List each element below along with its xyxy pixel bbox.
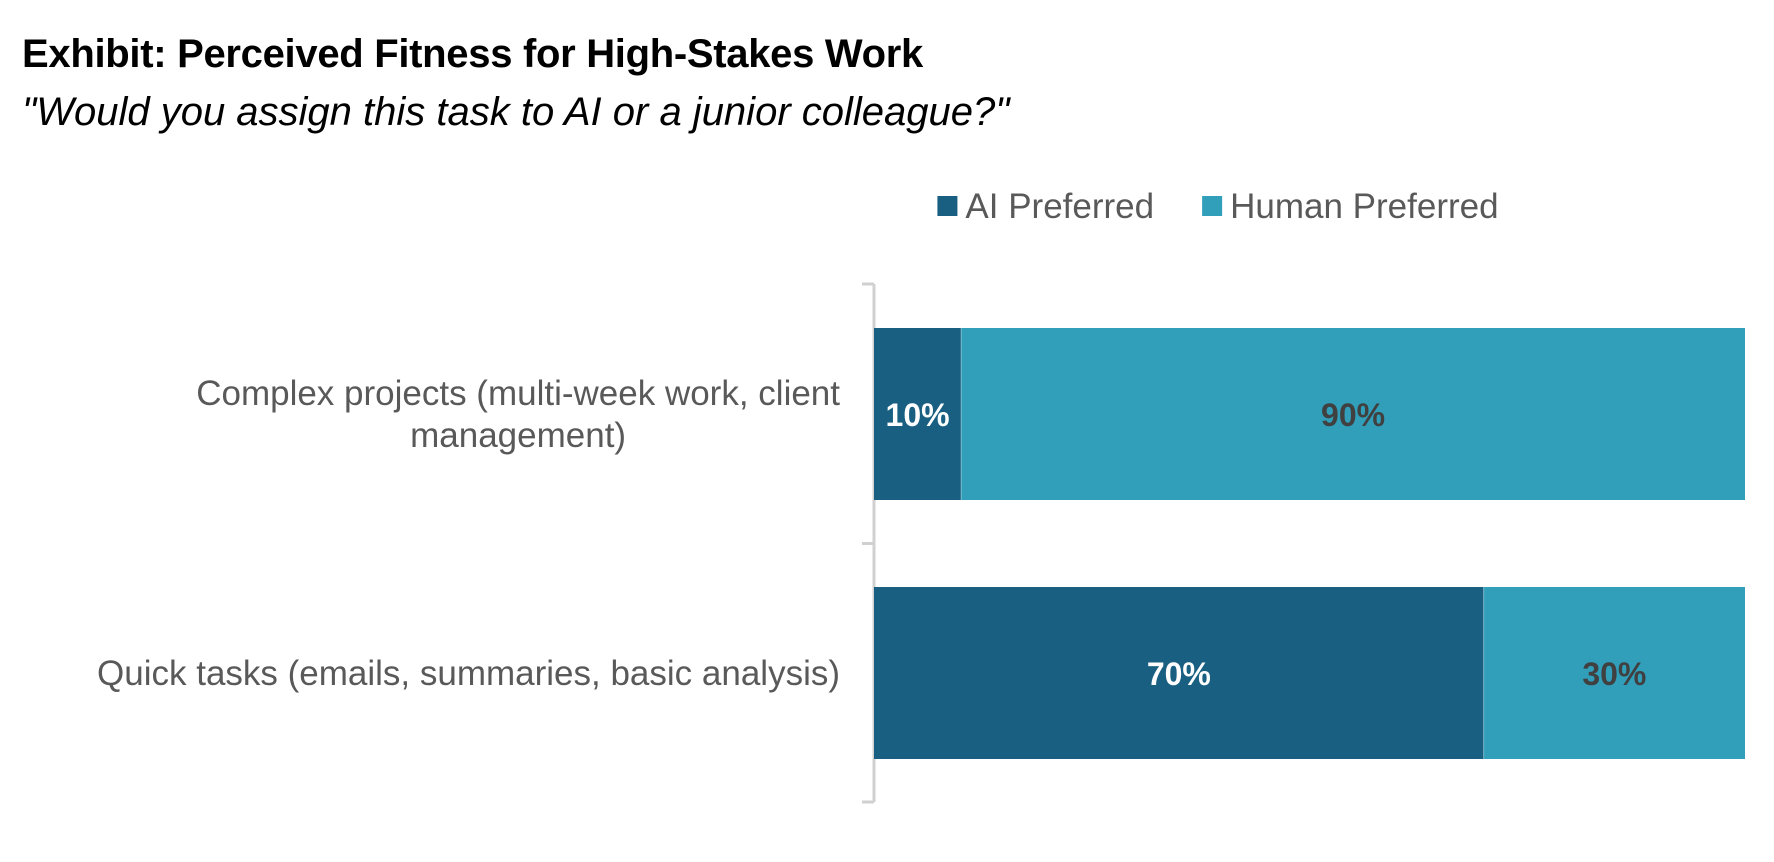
- category-label: Quick tasks (emails, summaries, basic an…: [97, 654, 840, 693]
- bar-segment: [874, 587, 1484, 759]
- legend-label: AI Preferred: [965, 187, 1154, 226]
- legend-label: Human Preferred: [1230, 187, 1498, 226]
- legend-item: AI Preferred: [937, 187, 1154, 226]
- data-label: 30%: [1582, 656, 1646, 692]
- legend-item: Human Preferred: [1202, 187, 1499, 226]
- category-label-line: Complex projects (multi-week work, clien…: [196, 374, 840, 413]
- bar-segment: [961, 328, 1745, 500]
- legend-swatch: [1202, 196, 1223, 216]
- category-label: Complex projects (multi-week work, clien…: [196, 374, 840, 455]
- plot-area: Complex projects (multi-week work, clien…: [97, 282, 1745, 804]
- data-label: 10%: [886, 397, 950, 433]
- legend: AI Preferred Human Preferred: [937, 187, 1499, 226]
- chart-title: Exhibit: Perceived Fitness for High-Stak…: [22, 32, 923, 76]
- bar-segment: [874, 328, 962, 500]
- category-label-line: management): [410, 416, 626, 455]
- legend-swatch: [937, 196, 958, 216]
- data-label: 70%: [1147, 656, 1211, 692]
- chart-subtitle: "Would you assign this task to AI or a j…: [22, 90, 1010, 134]
- bar-segment: [1483, 587, 1745, 759]
- category-label-line: Quick tasks (emails, summaries, basic an…: [97, 654, 840, 693]
- data-label: 90%: [1321, 397, 1385, 433]
